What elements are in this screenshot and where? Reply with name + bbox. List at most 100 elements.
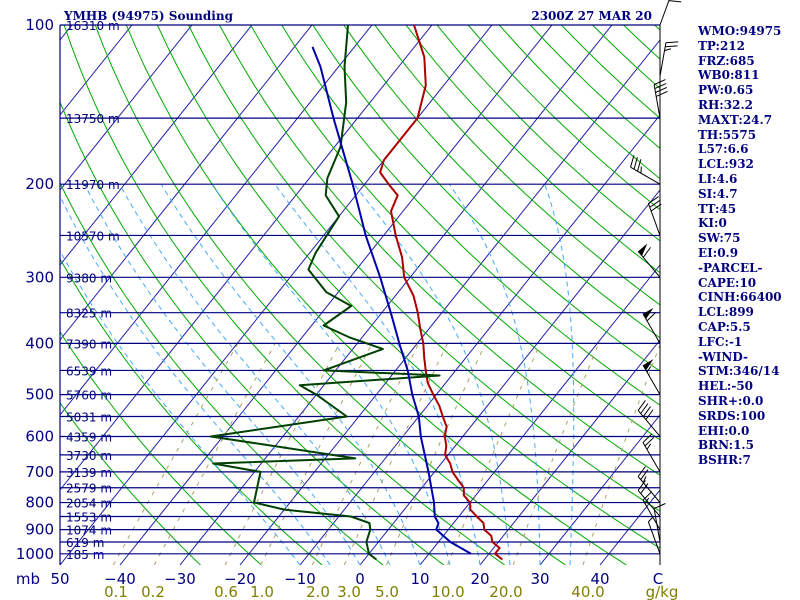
- isotherm-line: [0, 25, 12, 565]
- wind-barb: [637, 466, 661, 503]
- index-item: TT:45: [698, 201, 737, 216]
- moist-adiabat-line: [211, 183, 451, 565]
- index-item: LFC:-1: [698, 334, 743, 349]
- dry-adiabat-line: [188, 25, 660, 512]
- temperature-tick-label: 20: [470, 570, 489, 588]
- mixing-ratio-label: 3.0: [337, 583, 361, 600]
- isobars: [59, 24, 661, 565]
- wind-barbs: [630, 0, 682, 554]
- isotherm-line: [60, 25, 373, 416]
- parcel-trace: [311, 46, 472, 555]
- dry-adiabat-line: [94, 25, 566, 565]
- mixing-ratio-unit: g/kg: [646, 583, 679, 600]
- mixing-ratio-line: [582, 343, 660, 565]
- index-item: RH:32.2: [698, 97, 753, 112]
- wind-barb: [630, 155, 661, 185]
- moist-adiabat-line: [160, 183, 421, 565]
- dry-adiabat-line: [125, 25, 627, 565]
- dry-adiabat-line: [60, 257, 323, 565]
- pressure-label: 400: [25, 334, 54, 352]
- wind-barb: [642, 433, 661, 473]
- mixing-ratio-label: 1.0: [250, 583, 274, 600]
- pressure-label: 300: [25, 268, 54, 286]
- dry-adiabat-line: [60, 330, 262, 565]
- dry-adiabat-line: [250, 25, 660, 441]
- wind-barb: [647, 516, 661, 554]
- moist-adiabat-line: [449, 183, 541, 565]
- height-label: 11970 m: [66, 178, 120, 192]
- mixing-ratio-line: [512, 343, 600, 565]
- isotherm-line: [60, 25, 313, 341]
- index-item: FRZ:685: [698, 53, 755, 68]
- index-item: KI:0: [698, 216, 727, 231]
- grid: [0, 25, 660, 565]
- isotherm-line: [239, 39, 660, 565]
- isotherm-line: [359, 189, 660, 565]
- height-label: 2579 m: [66, 482, 112, 496]
- isotherm-line: [539, 414, 660, 565]
- mixing-ratio-label: 5.0: [375, 583, 399, 600]
- moist-adiabat-line: [60, 195, 331, 565]
- index-item: TH:5575: [698, 127, 757, 142]
- mixing-ratio-label: 0.6: [214, 583, 238, 600]
- index-item: LI:4.6: [698, 171, 738, 186]
- pressure-label: 100: [25, 16, 54, 34]
- station-title: YMHB (94975) Sounding: [63, 9, 234, 23]
- dry-adiabat-line: [60, 402, 201, 565]
- sounding-time: 2300Z 27 MAR 20: [531, 9, 652, 23]
- moist-adiabat-line: [274, 183, 481, 565]
- index-item: SRDS:100: [698, 408, 766, 423]
- isotherm-line: [179, 25, 613, 565]
- dry-adiabat-line: [312, 25, 660, 372]
- pressure-unit-label: mb: [16, 570, 40, 588]
- temperature-tick-label: 50: [50, 570, 69, 588]
- moist-adiabat-line: [544, 184, 575, 565]
- dry-adiabat-line: [219, 25, 660, 476]
- height-label: 4359 m: [66, 430, 112, 444]
- pressure-label: 900: [25, 521, 54, 539]
- mixing-ratio-label: 0.2: [141, 583, 165, 600]
- dry-adiabat-line: [374, 25, 660, 306]
- height-label: 7390 m: [66, 337, 112, 351]
- index-item: L57:6.6: [698, 142, 749, 157]
- index-item: SI:4.7: [698, 186, 738, 201]
- index-item: EI:0.9: [698, 245, 739, 260]
- mixing-ratio-label: 20.0: [489, 583, 522, 600]
- isotherm-line: [60, 25, 493, 565]
- isotherm-line: [419, 264, 660, 565]
- height-label: 10570 m: [66, 229, 120, 243]
- height-label: 1553 m: [66, 510, 112, 524]
- wind-barb: [637, 400, 661, 437]
- temperature-tick-label: −10: [284, 570, 316, 588]
- height-label: 619 m: [66, 536, 104, 550]
- height-label: 185 m: [66, 548, 104, 562]
- index-item: STM:346/14: [698, 364, 780, 379]
- pressure-label: 800: [25, 494, 54, 512]
- index-item: SHR+:0.0: [698, 393, 764, 408]
- mixing-ratio-label: 2.0: [306, 583, 330, 600]
- index-item: MAXT:24.7: [698, 112, 773, 127]
- wind-barb: [637, 480, 661, 517]
- dry-adiabat-line: [281, 25, 660, 406]
- mixing-ratio-label: 0.1: [104, 583, 128, 600]
- index-item: HEL:-50: [698, 379, 754, 394]
- height-label: 13750 m: [66, 112, 120, 126]
- pressure-label: 600: [25, 427, 54, 445]
- isotherm-line: [60, 25, 433, 491]
- mixing-ratio-label: 10.0: [431, 583, 464, 600]
- mixing-ratio-line: [343, 343, 448, 565]
- wind-barb: [659, 41, 679, 77]
- height-label: 2054 m: [66, 497, 112, 511]
- temperature-tick-label: 40: [590, 570, 609, 588]
- dry-adiabat-line: [60, 181, 384, 565]
- moist-adiabat-line: [353, 183, 511, 565]
- temperature-tick-label: 0: [355, 570, 365, 588]
- index-item: -WIND-: [698, 349, 748, 364]
- temperature-tick-label: 10: [410, 570, 429, 588]
- isotherm-line: [119, 25, 553, 565]
- wind-barb: [642, 307, 661, 344]
- index-item: CAP:5.5: [698, 319, 751, 334]
- moist-adiabat-line: [60, 249, 301, 565]
- mixing-ratio-line: [260, 343, 373, 565]
